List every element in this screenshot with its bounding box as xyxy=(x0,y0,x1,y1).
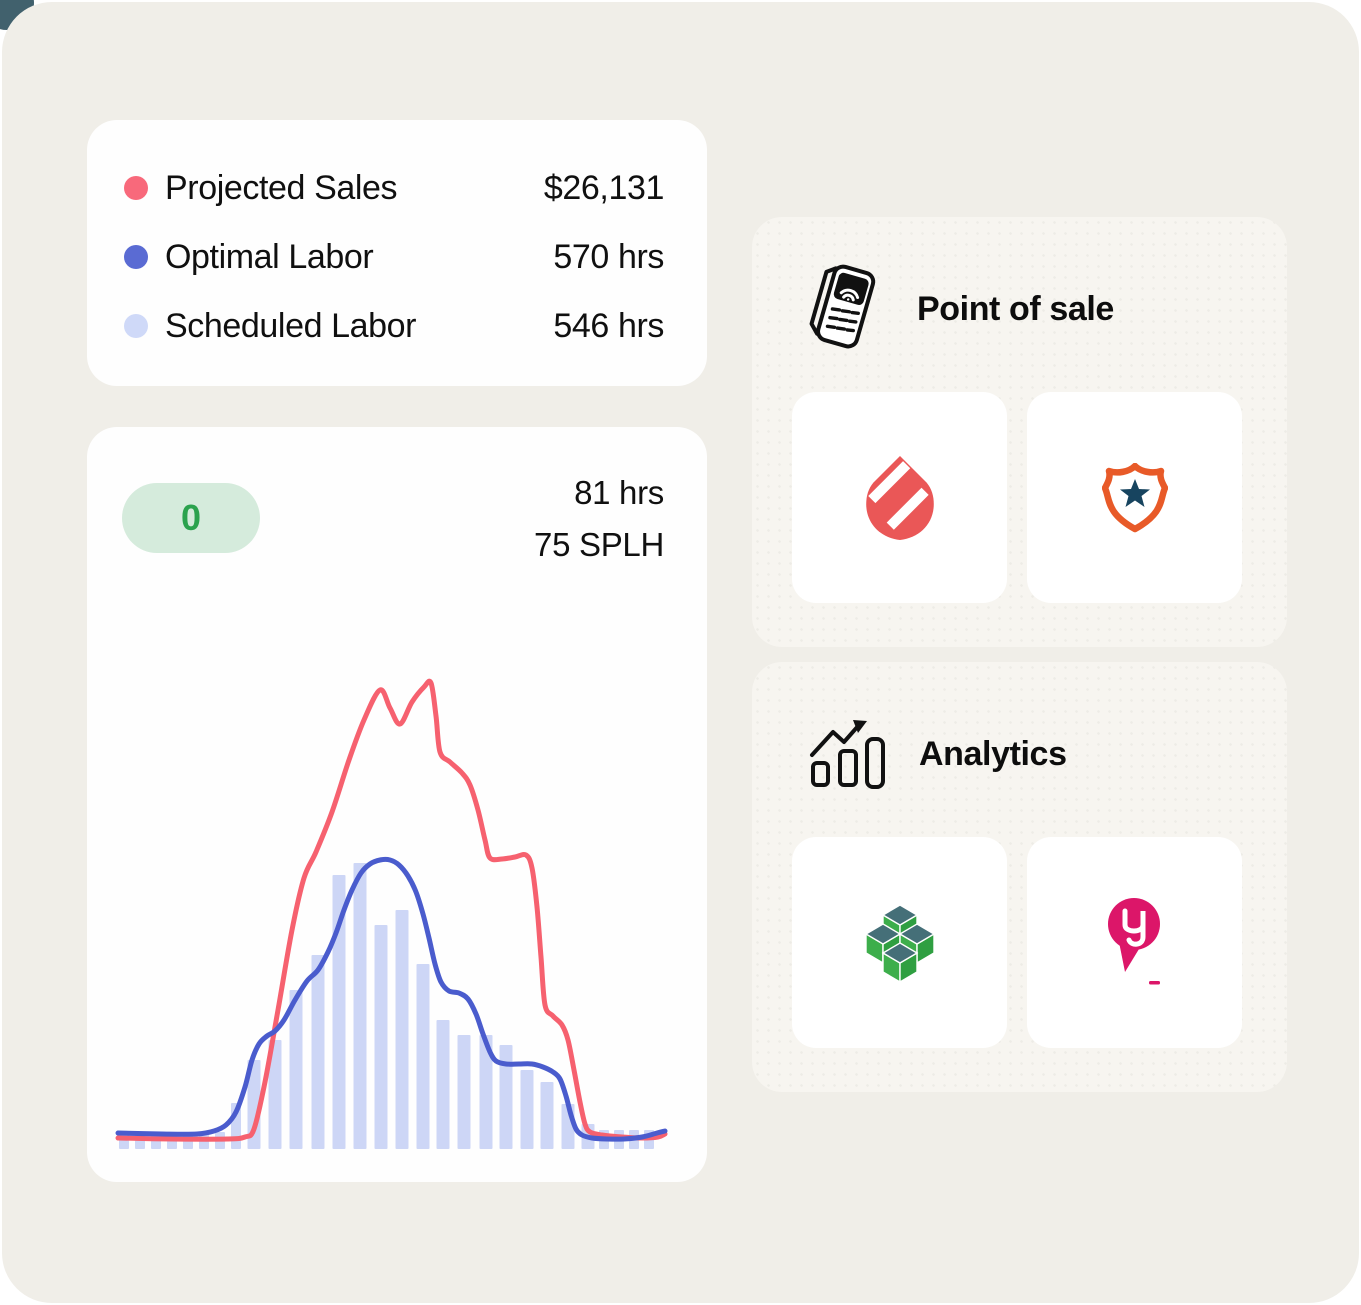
analytics-title: Analytics xyxy=(919,734,1067,773)
pos-header: Point of sale xyxy=(809,261,1114,357)
analytics-tiles xyxy=(792,837,1242,1048)
analytics-tile-yumpingo xyxy=(1027,837,1242,1048)
legend-value: 570 hrs xyxy=(553,237,664,276)
legend-row-scheduled-labor: Scheduled Labor 546 hrs xyxy=(124,306,664,345)
pos-title: Point of sale xyxy=(917,289,1114,328)
yumpingo-speech-bubble-logo xyxy=(1107,897,1160,984)
blue-dot-icon xyxy=(124,245,148,269)
legend-row-optimal-labor: Optimal Labor 570 hrs xyxy=(124,237,664,276)
legend-label: Scheduled Labor xyxy=(165,306,417,345)
legend-row-projected-sales: Projected Sales $26,131 xyxy=(124,168,665,207)
chart-stats: 81 hrs 75 SPLH xyxy=(534,467,664,571)
legend-value: 546 hrs xyxy=(553,306,664,345)
pos-tiles xyxy=(792,392,1242,603)
labor-sales-chart xyxy=(115,678,668,1149)
labor-chart-card: 0 81 hrs 75 SPLH xyxy=(87,427,707,1182)
legend-value: $26,131 xyxy=(543,168,665,207)
red-dot-icon xyxy=(124,176,148,200)
pos-tile-shield xyxy=(1027,392,1242,603)
legend-label: Projected Sales xyxy=(165,168,398,207)
lightspeed-flame-logo xyxy=(865,455,934,540)
delta-badge: 0 xyxy=(122,483,260,553)
pale-blue-dot-icon xyxy=(124,314,148,338)
payment-terminal-icon xyxy=(809,264,876,349)
shield-star-logo xyxy=(1101,462,1168,532)
stat-hours: 81 hrs xyxy=(574,474,664,511)
pos-tile-lightspeed xyxy=(792,392,1007,603)
analytics-header: Analytics xyxy=(809,706,1067,802)
cube-hexagon-logo xyxy=(865,903,934,983)
analytics-tile-cubes xyxy=(792,837,1007,1048)
legend-card: Projected Sales $26,131 Optimal Labor 57… xyxy=(87,120,707,386)
legend-label: Optimal Labor xyxy=(165,237,374,276)
point-of-sale-card: Point of sale xyxy=(752,217,1287,647)
stat-splh: 75 SPLH xyxy=(534,526,664,563)
bar-chart-arrow-icon xyxy=(810,720,885,789)
analytics-card: Analytics xyxy=(752,662,1287,1092)
